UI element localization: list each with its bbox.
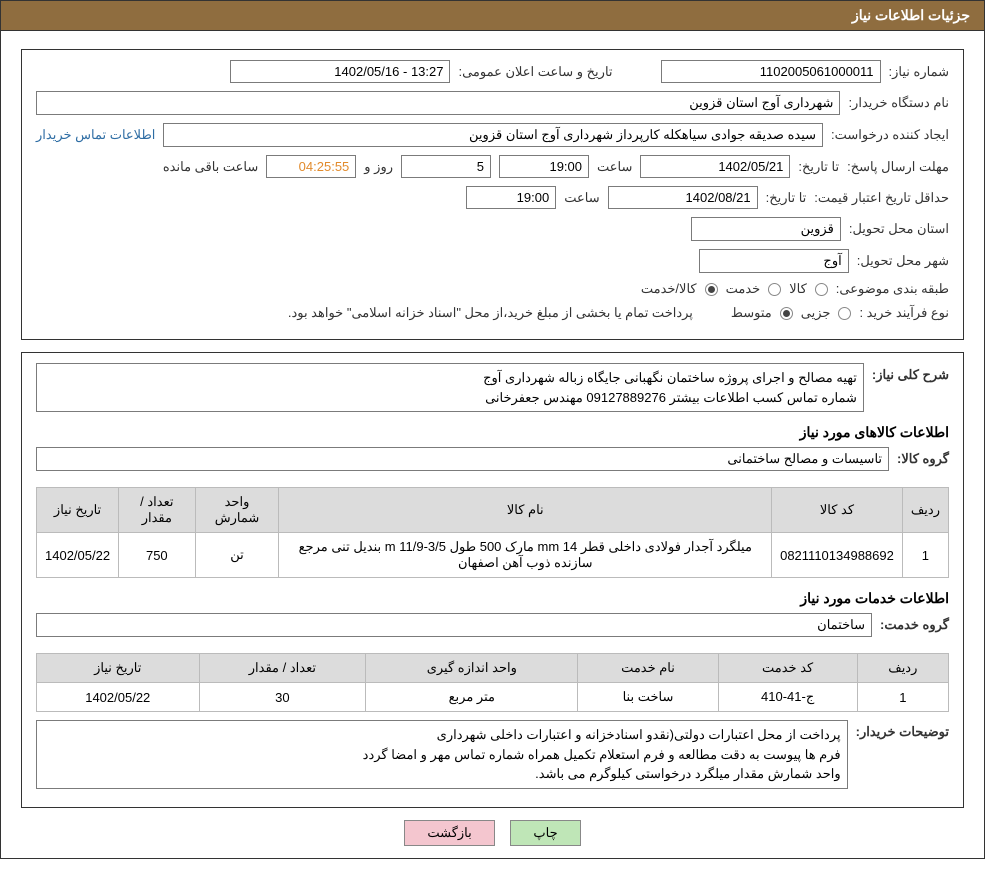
button-row: چاپ بازگشت: [21, 820, 964, 846]
radio-kala[interactable]: [815, 283, 828, 296]
time-label-2: ساعت: [564, 190, 599, 206]
cat-kala-label: کالا: [789, 281, 807, 297]
radio-khadmat[interactable]: [768, 283, 781, 296]
table-cell: 1402/05/22: [37, 683, 200, 712]
services-section-title: اطلاعات خدمات مورد نیاز: [36, 590, 949, 607]
requester-field: سیده صدیقه جوادی سیاهکله کارپرداز شهردار…: [163, 123, 823, 147]
table-header: نام کالا: [279, 488, 772, 533]
table-header: کد کالا: [772, 488, 903, 533]
table-header: واحد شمارش: [195, 488, 279, 533]
table-header: واحد اندازه گیری: [366, 654, 578, 683]
goods-table: ردیفکد کالانام کالاواحد شمارشتعداد / مقد…: [36, 487, 949, 578]
services-group-label: گروه خدمت:: [880, 617, 949, 633]
days-label: روز و: [364, 159, 393, 175]
delivery-city-label: شهر محل تحویل:: [857, 253, 949, 269]
min-price-valid-label: حداقل تاریخ اعتبار قیمت:: [814, 190, 949, 206]
table-cell: 0821110134988692: [772, 533, 903, 578]
goods-group-field: تاسیسات و مصالح ساختمانی: [36, 447, 889, 471]
price-valid-date-field: 1402/08/21: [608, 186, 758, 209]
to-date-label-2: تا تاریخ:: [766, 190, 807, 206]
table-cell: میلگرد آجدار فولادی داخلی قطر mm 14 مارک…: [279, 533, 772, 578]
panel-header: جزئیات اطلاعات نیاز: [1, 1, 984, 31]
table-header: نام خدمت: [578, 654, 718, 683]
process-type-label: نوع فرآیند خرید :: [859, 305, 949, 321]
radio-partial[interactable]: [838, 307, 851, 320]
print-button[interactable]: چاپ: [510, 820, 580, 846]
table-cell: 750: [119, 533, 195, 578]
table-header: ردیف: [857, 654, 948, 683]
description-panel: شرح کلی نیاز: تهیه مصالح و اجرای پروژه س…: [21, 352, 964, 808]
table-cell: 1402/05/22: [37, 533, 119, 578]
cat-khadmat-label: خدمت: [726, 281, 761, 297]
table-cell: تن: [195, 533, 279, 578]
announce-field: 13:27 - 1402/05/16: [230, 60, 450, 83]
table-header: ردیف: [902, 488, 948, 533]
buyer-contact-link[interactable]: اطلاعات تماس خریدار: [36, 127, 155, 143]
category-label: طبقه بندی موضوعی:: [836, 281, 949, 297]
table-header: تعداد / مقدار: [199, 654, 366, 683]
table-header: تاریخ نیاز: [37, 488, 119, 533]
buyer-notes-label: توضیحات خریدار:: [856, 720, 949, 740]
process-note: پرداخت تمام یا بخشی از مبلغ خرید،از محل …: [288, 305, 693, 321]
remaining-label: ساعت باقی مانده: [163, 159, 258, 175]
delivery-province-label: استان محل تحویل:: [849, 221, 949, 237]
table-row: 10821110134988692میلگرد آجدار فولادی داخ…: [37, 533, 949, 578]
countdown-field: 04:25:55: [266, 155, 356, 178]
table-header: تعداد / مقدار: [119, 488, 195, 533]
buyer-org-label: نام دستگاه خریدار:: [848, 95, 949, 111]
table-cell: 1: [902, 533, 948, 578]
need-no-field: 1102005061000011: [661, 60, 881, 83]
delivery-city-field: آوج: [699, 249, 849, 273]
time-label-1: ساعت: [597, 159, 632, 175]
price-valid-time-field: 19:00: [466, 186, 556, 209]
delivery-province-field: قزوین: [691, 217, 841, 241]
cat-both-label: کالا/خدمت: [641, 281, 697, 297]
radio-both[interactable]: [705, 283, 718, 296]
need-no-label: شماره نیاز:: [889, 64, 949, 80]
table-cell: ج-41-410: [718, 683, 857, 712]
radio-medium[interactable]: [780, 307, 793, 320]
table-cell: 30: [199, 683, 366, 712]
general-desc-field: تهیه مصالح و اجرای پروژه ساختمان نگهبانی…: [36, 363, 864, 412]
goods-group-label: گروه کالا:: [897, 451, 949, 467]
table-row: 1ج-41-410ساخت بنامتر مربع301402/05/22: [37, 683, 949, 712]
back-button[interactable]: بازگشت: [404, 820, 494, 846]
info-panel: شماره نیاز: 1102005061000011 تاریخ و ساع…: [21, 49, 964, 340]
buyer-notes-field: پرداخت از محل اعتبارات دولتی(نقدو اسنادخ…: [36, 720, 848, 789]
deadline-send-label: مهلت ارسال پاسخ:: [847, 159, 949, 175]
table-cell: 1: [857, 683, 948, 712]
announce-label: تاریخ و ساعت اعلان عمومی:: [458, 64, 612, 80]
deadline-date-field: 1402/05/21: [640, 155, 790, 178]
services-table: ردیفکد خدمتنام خدمتواحد اندازه گیریتعداد…: [36, 653, 949, 712]
buyer-org-field: شهرداری آوج استان قزوین: [36, 91, 840, 115]
type-partial-label: جزیی: [801, 305, 831, 321]
general-desc-label: شرح کلی نیاز:: [872, 363, 949, 383]
days-field: 5: [401, 155, 491, 178]
deadline-time-field: 19:00: [499, 155, 589, 178]
table-cell: ساخت بنا: [578, 683, 718, 712]
services-group-field: ساختمان: [36, 613, 872, 637]
goods-section-title: اطلاعات کالاهای مورد نیاز: [36, 424, 949, 441]
requester-label: ایجاد کننده درخواست:: [831, 127, 949, 143]
to-date-label-1: تا تاریخ:: [798, 159, 839, 175]
table-cell: متر مربع: [366, 683, 578, 712]
table-header: کد خدمت: [718, 654, 857, 683]
table-header: تاریخ نیاز: [37, 654, 200, 683]
type-medium-label: متوسط: [731, 305, 772, 321]
